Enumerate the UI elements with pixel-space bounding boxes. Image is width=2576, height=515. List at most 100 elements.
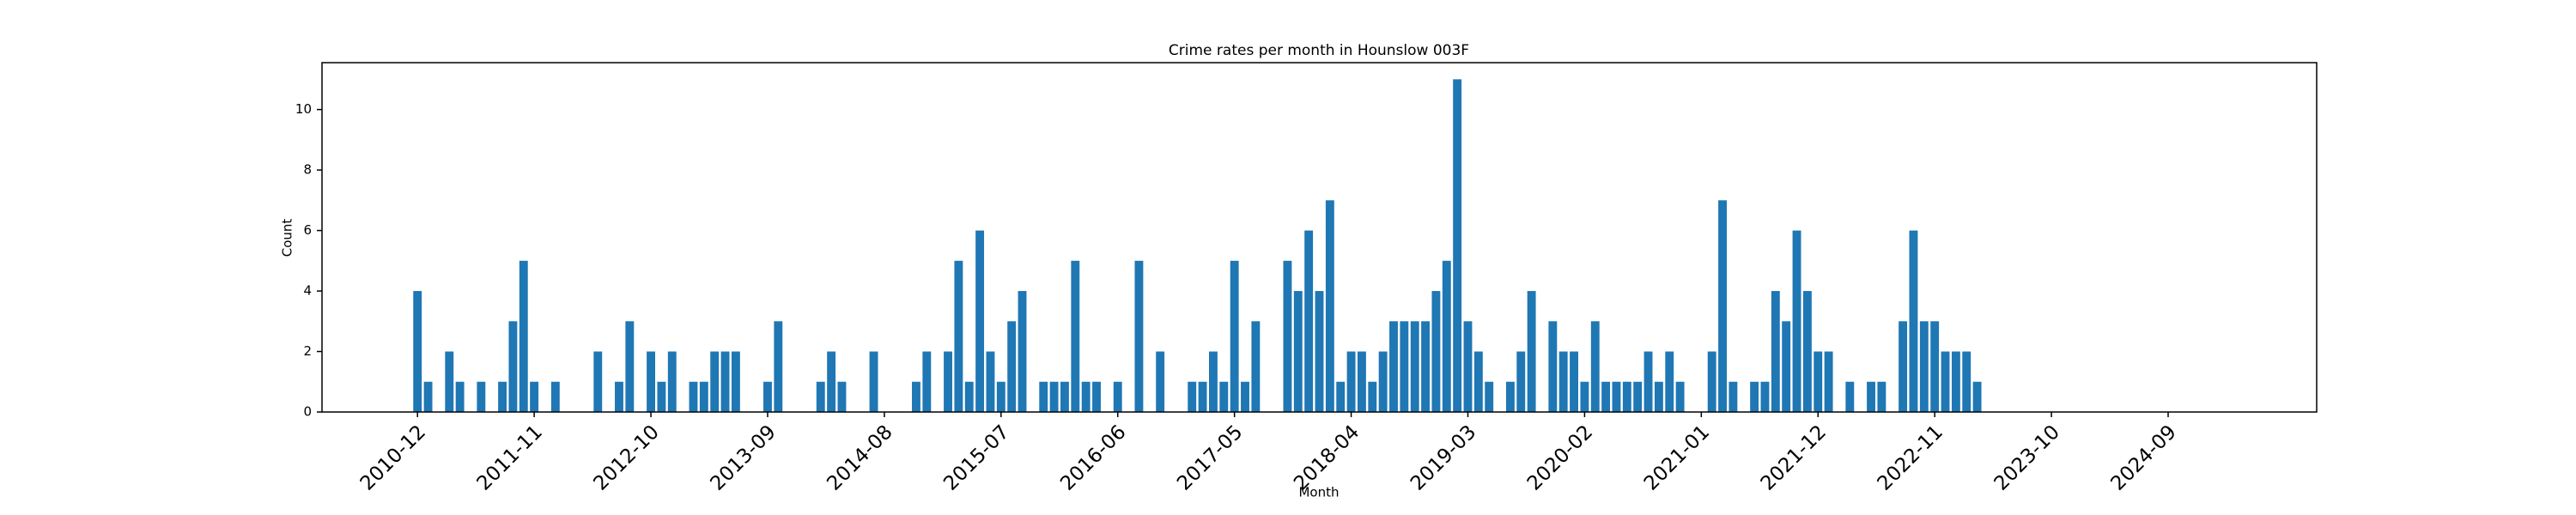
y-tick-label: 6: [303, 222, 312, 238]
y-axis-label: Count: [280, 219, 295, 258]
bar: [498, 381, 507, 412]
bar: [1081, 381, 1091, 412]
bar: [1601, 381, 1611, 412]
bar: [1378, 351, 1388, 412]
bar: [1622, 381, 1631, 412]
bar: [1802, 291, 1812, 412]
bar: [1208, 351, 1218, 412]
bar: [1654, 381, 1663, 412]
x-tick-label: 2021-12: [1757, 421, 1831, 494]
bar: [1570, 351, 1578, 412]
x-tick-label: 2021-01: [1640, 421, 1714, 494]
bar: [699, 381, 708, 412]
y-tick-label: 4: [303, 283, 312, 299]
bar: [1665, 351, 1674, 412]
bar: [423, 381, 433, 412]
bar: [1505, 381, 1515, 412]
bar: [625, 321, 635, 412]
y-tick-label: 0: [303, 404, 312, 420]
bar: [1336, 381, 1346, 412]
bar: [1760, 381, 1770, 412]
bar: [1241, 381, 1249, 412]
bar: [667, 351, 677, 412]
bar: [1675, 381, 1685, 412]
bar: [1867, 381, 1875, 412]
bar: [1792, 230, 1801, 412]
bar: [837, 381, 847, 412]
bar: [1453, 79, 1462, 412]
bar: [1612, 381, 1621, 412]
bar: [827, 351, 836, 412]
bar: [445, 351, 454, 412]
bar: [508, 321, 518, 412]
bar: [1962, 351, 1971, 412]
bar: [1060, 381, 1069, 412]
bar: [1389, 321, 1398, 412]
bar: [519, 260, 528, 412]
bar: [1188, 381, 1197, 412]
bar: [1283, 260, 1292, 412]
bar: [455, 381, 465, 412]
bar: [1400, 321, 1409, 412]
bar: [1198, 381, 1207, 412]
bar: [1134, 260, 1144, 412]
x-tick-label: 2017-05: [1173, 421, 1247, 494]
bar: [1899, 321, 1908, 412]
bar: [1750, 381, 1759, 412]
bar: [720, 351, 730, 412]
bar: [1442, 260, 1451, 412]
x-tick-label: 2023-10: [1990, 421, 2064, 494]
bar: [1782, 321, 1791, 412]
bar: [550, 381, 560, 412]
bar: [996, 381, 1005, 412]
bar: [1039, 381, 1048, 412]
bar: [1463, 321, 1473, 412]
bar: [1824, 351, 1833, 412]
bar: [1315, 291, 1324, 412]
bar: [1919, 321, 1929, 412]
x-tick-label: 2010-12: [356, 421, 430, 494]
bar: [1421, 321, 1431, 412]
bar: [1230, 260, 1239, 412]
bar: [1527, 291, 1536, 412]
bar: [1516, 351, 1526, 412]
x-axis-label: Month: [1298, 485, 1339, 500]
bar: [1718, 200, 1727, 412]
bar: [869, 351, 878, 412]
bar: [1485, 381, 1494, 412]
y-tick-label: 10: [295, 101, 312, 117]
bar: [774, 321, 783, 412]
bar: [964, 381, 974, 412]
bar: [689, 381, 698, 412]
bar: [1410, 321, 1419, 412]
bar: [1346, 351, 1356, 412]
bar: [1845, 381, 1855, 412]
bar: [1473, 351, 1483, 412]
bar: [1707, 351, 1716, 412]
bar: [1771, 291, 1780, 412]
bar: [922, 351, 932, 412]
bar: [413, 291, 422, 412]
bar: [1558, 351, 1568, 412]
bar: [1007, 321, 1017, 412]
chart-title: Crime rates per month in Hounslow 003F: [1169, 42, 1469, 59]
bar: [1156, 351, 1165, 412]
x-tick-label: 2012-10: [590, 421, 664, 494]
bar: [1251, 321, 1261, 412]
bar: [1590, 321, 1600, 412]
x-tick-label: 2016-06: [1056, 421, 1130, 494]
bar: [1643, 351, 1653, 412]
bar: [1951, 351, 1960, 412]
bar: [1368, 381, 1377, 412]
bar: [1909, 230, 1918, 412]
bar: [593, 351, 603, 412]
bar: [1930, 321, 1940, 412]
bar: [1941, 351, 1950, 412]
y-tick-label: 8: [303, 162, 312, 178]
bar: [1580, 381, 1589, 412]
bar: [1219, 381, 1229, 412]
bar: [1071, 260, 1080, 412]
x-tick-label: 2022-11: [1874, 421, 1947, 494]
bar: [530, 381, 539, 412]
